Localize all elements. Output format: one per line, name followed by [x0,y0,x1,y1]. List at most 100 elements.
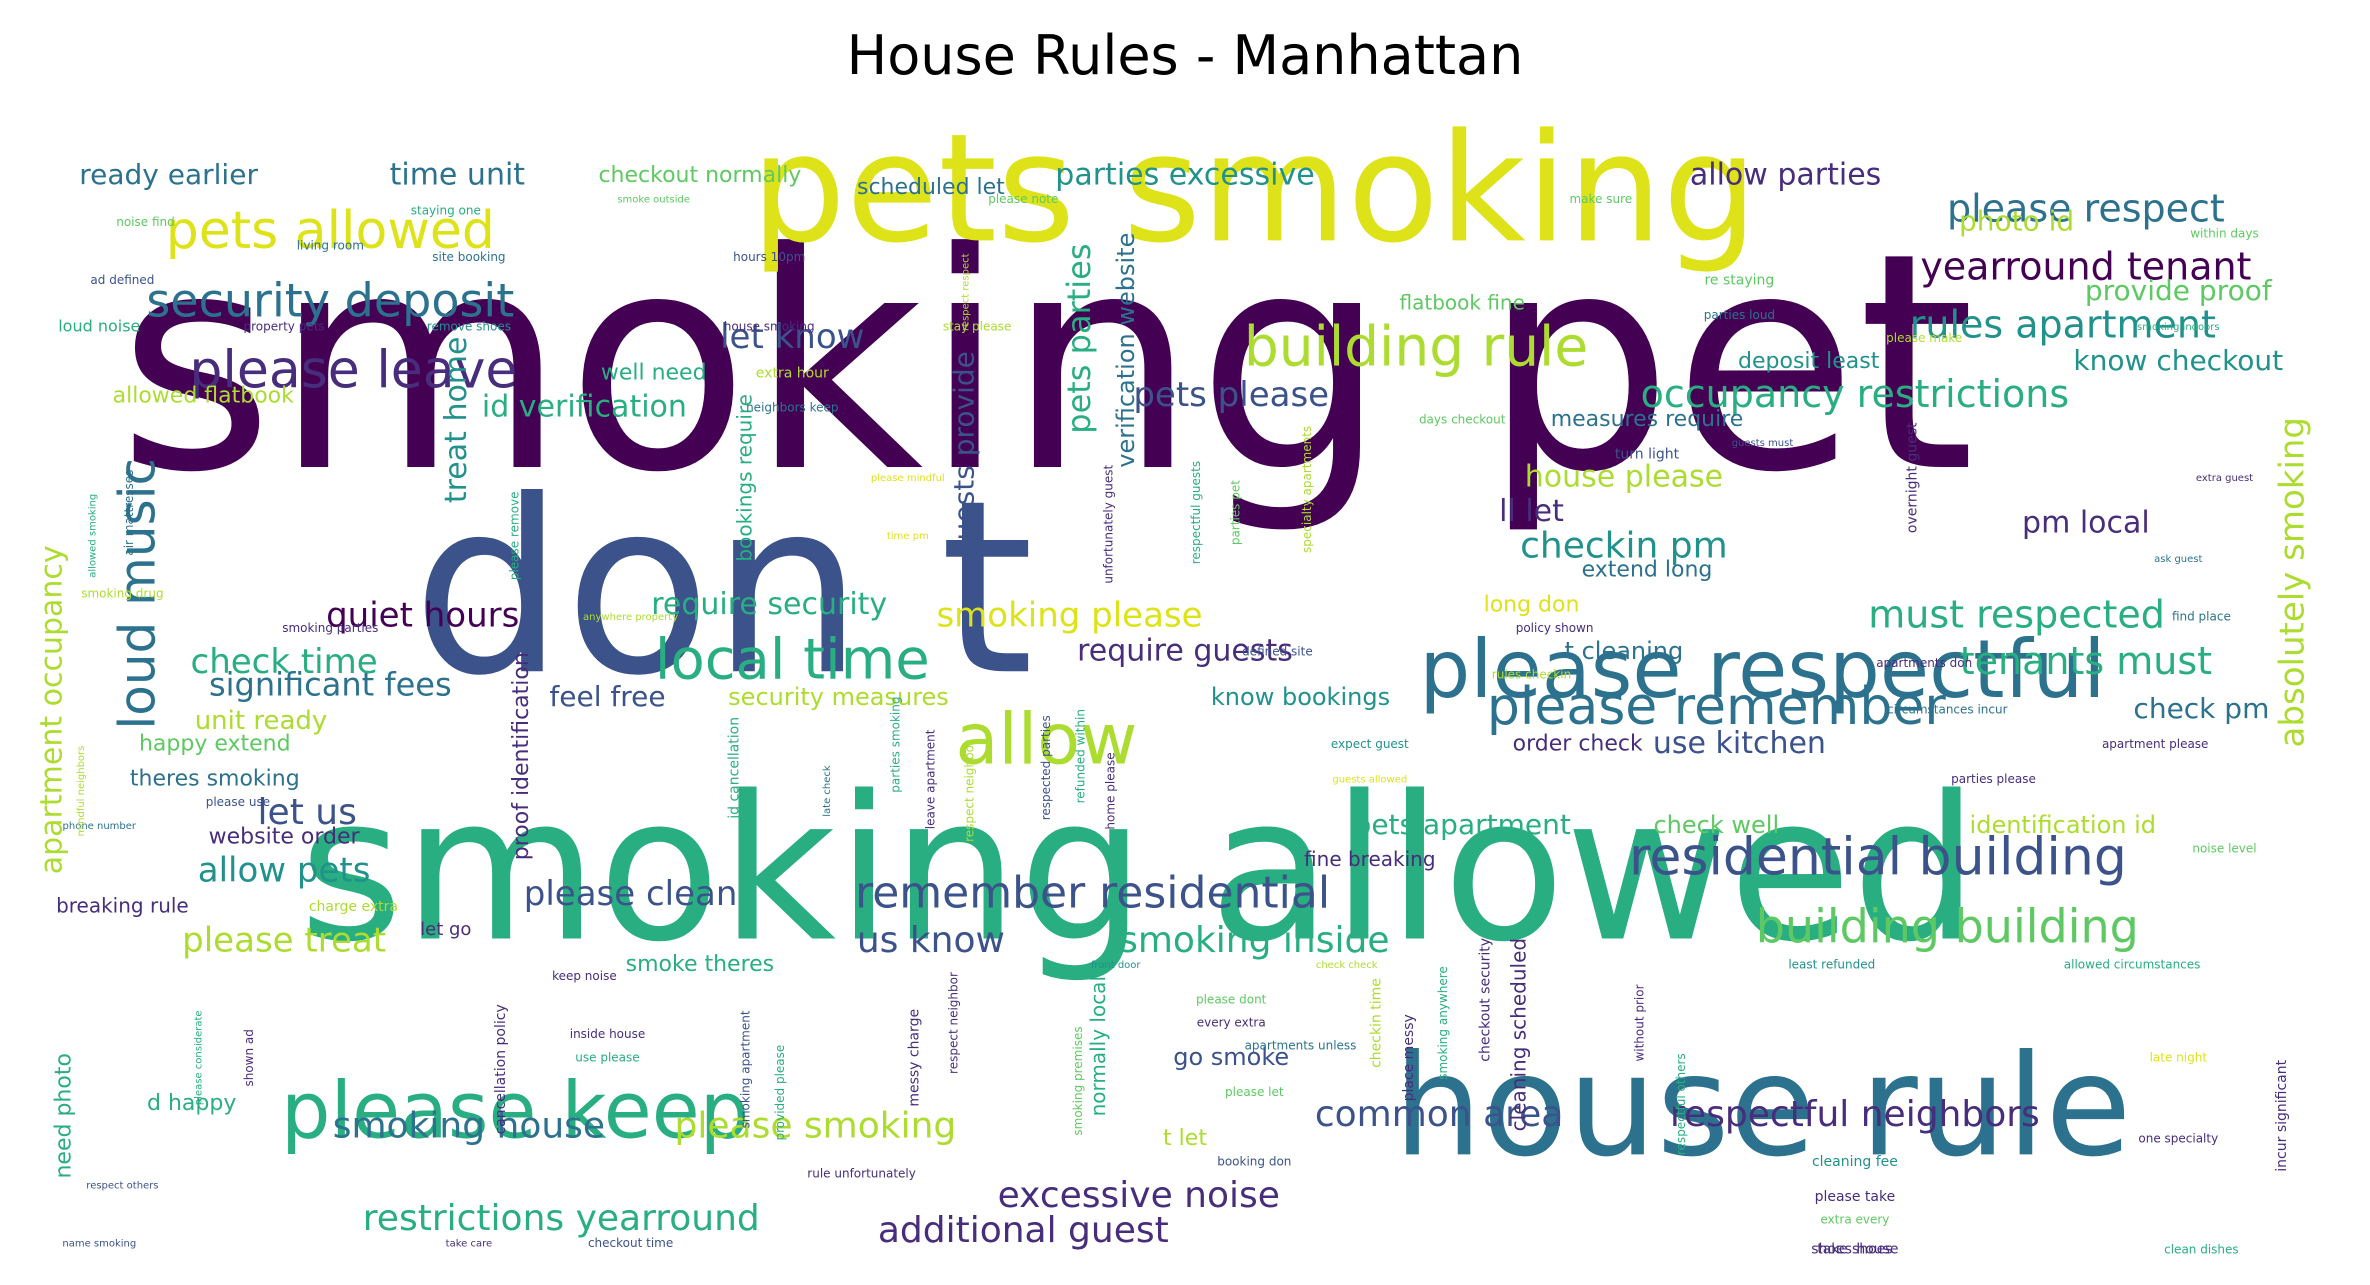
cloud-word: re staying [1704,273,1774,289]
cloud-word: time pm [887,531,929,542]
cloud-word: measures require [1551,407,1744,432]
cloud-word: extend long [1582,558,1713,583]
cloud-word: d happy [147,1091,236,1116]
cloud-word: check pm [2133,692,2269,725]
cloud-word: normally local [1086,976,1110,1116]
cloud-word: checkout security [1477,938,1493,1062]
cloud-word: smoking allowed [299,753,1979,986]
cloud-word: common area [1315,1094,1564,1135]
cloud-word: smoking parties [282,621,378,635]
cloud-word: require guests [1077,633,1293,668]
cloud-word: incur significant [2274,1059,2290,1171]
cloud-word: please respectful [1419,623,2105,716]
cloud-word: check time [191,642,378,682]
cloud-word: neighbors keep [746,401,838,415]
cloud-word: smoking inside [1119,920,1389,961]
cloud-word: treat home [439,336,474,503]
cloud-word: living room [297,238,364,252]
cloud-word: guests allowed [1332,774,1407,785]
cloud-word: remember residential [855,867,1330,918]
cloud-word: smoking house [333,1105,605,1146]
cloud-word: smoking please [936,596,1202,636]
cloud-word: please leave [189,340,517,400]
cloud-word: smoke theres [626,952,775,977]
cloud-word: yearround tenant [1920,245,2251,289]
cloud-word: use please [575,1050,639,1064]
cloud-word: please smoking [675,1105,957,1146]
cloud-word: require security [651,587,887,622]
cloud-word: checkin time [1369,978,1385,1068]
cloud-word: checkout normally [598,163,801,188]
cloud-word: late check [822,765,833,817]
cloud-word: checkin pm [1520,525,1728,566]
cloud-word: rules checkin [1492,668,1571,682]
cloud-word: air mattresses [122,470,136,556]
cloud-word: refunded within [1074,709,1088,803]
cloud-word: smoking pet [118,189,1976,538]
cloud-word: respectful others [1674,1053,1688,1155]
cloud-word: fine breaking [1304,847,1435,871]
cloud-word: extra every [1820,1213,1889,1227]
cloud-word: well need [601,360,707,385]
cloud-word: respectful neighbors [1670,1094,2040,1135]
cloud-word: ad defined [90,273,154,287]
cloud-word: please note [988,192,1058,206]
cloud-word: excessive noise [998,1175,1280,1216]
cloud-word: need photo [52,1053,77,1178]
cloud-word: smoke outside [617,194,690,205]
cloud-word: t let [1163,1126,1207,1151]
cloud-word: order check [1513,732,1643,757]
cloud-word: let us [258,792,357,833]
cloud-word: additional guest [878,1210,1169,1251]
cloud-word: rules apartment [1910,303,2216,347]
cloud-word: parties smoking [889,697,903,793]
cloud-word: one specialty [2138,1132,2218,1146]
cloud-word: allow [955,699,1137,781]
cloud-word: let go [420,919,471,940]
cloud-word: parties pet [1228,480,1242,545]
cloud-word: parties excessive [1055,158,1314,193]
cloud-word: deposit least [1738,349,1880,374]
cloud-word: please respect [1947,187,2225,231]
cloud-word: must respected [1868,593,2165,637]
cloud-word: booking don [1217,1155,1291,1169]
cloud-word: noise find [116,215,175,229]
cloud-word: security deposit [146,273,514,327]
cloud-word: restrictions yearround [363,1198,760,1239]
cloud-word: house smoking [724,320,815,334]
cloud-word: keep noise [552,969,617,983]
cloud-word: ready earlier [79,158,258,191]
cloud-word: front door [1091,960,1142,971]
cloud-word: security measures [728,683,949,711]
cloud-word: home please [1104,752,1118,829]
cloud-word: please keep [281,1066,749,1156]
cloud-word: take care [446,1238,492,1249]
cloud-word: loud music [108,458,166,730]
cloud-word: please considerate [194,1010,205,1105]
cloud-word: defined site [1242,644,1313,658]
cloud-word: guests provide [948,351,981,558]
cloud-word: photo id [1959,205,2074,238]
cloud-word: find place [2172,610,2231,624]
cloud-word: id cancellation [727,717,743,819]
cloud-word: within days [2190,227,2259,241]
cloud-word: charge extra [309,899,398,915]
cloud-word: please let [1225,1085,1284,1099]
cloud-word: identification id [1970,811,2156,839]
cloud-word: bookings require [733,394,757,562]
cloud-word: happy extend [139,732,291,757]
cloud-word: clean dishes [2164,1243,2239,1255]
cloud-word: inside house [570,1027,646,1041]
cloud-word: overnight guest [1905,422,1921,533]
cloud-word: flatbook fine [1400,290,1525,314]
cloud-word: please clean [524,874,738,914]
cloud-word: quiet hours [326,596,519,636]
cloud-word: absolutely smoking [2272,417,2312,747]
cloud-word: parties loud [1704,308,1775,322]
cloud-word: loud noise [58,317,140,336]
cloud-word: days checkout [1419,412,1506,426]
cloud-word: site booking [432,250,505,264]
cloud-word: respected parties [1039,715,1053,820]
cloud-word: ask guest [2154,554,2202,565]
